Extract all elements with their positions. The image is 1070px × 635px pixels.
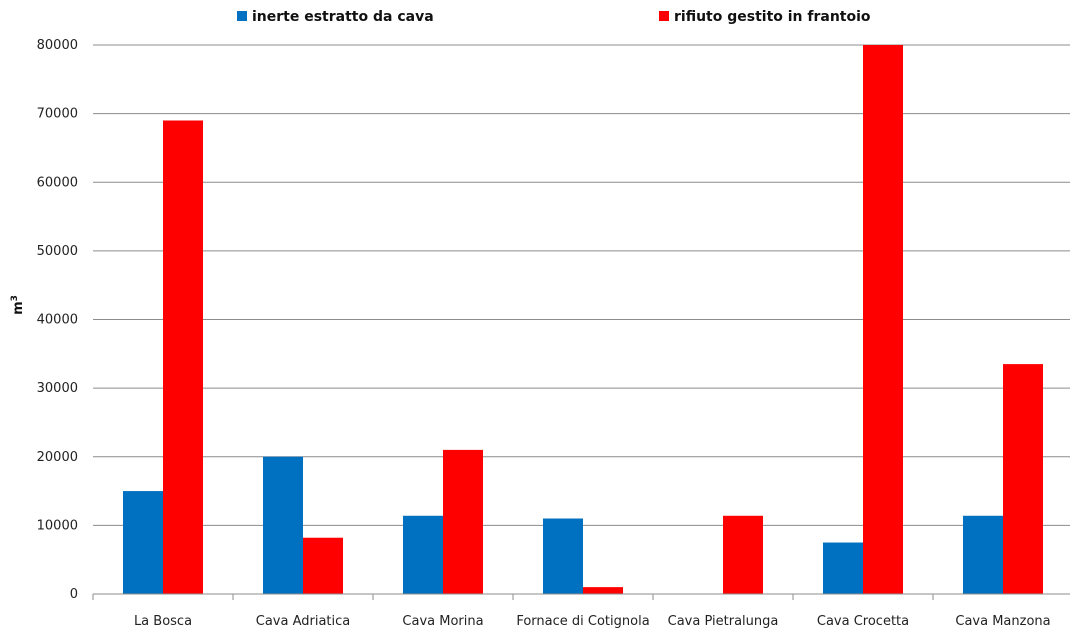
legend-swatch xyxy=(237,11,247,21)
y-tick-label: 70000 xyxy=(37,107,78,122)
bars xyxy=(123,45,1043,595)
y-tick-label: 0 xyxy=(70,587,78,602)
bar-rifiuto xyxy=(723,515,763,594)
x-axis: La Bosca Cava Adriatica Cava Morina Fornace… xyxy=(92,593,1070,629)
x-category-label: Cava Adriatica xyxy=(256,614,351,629)
x-category-label: La Bosca xyxy=(134,614,192,629)
y-tick-label: 20000 xyxy=(37,450,78,465)
y-tick-label: 60000 xyxy=(37,175,78,190)
x-category-label: Cava Manzona xyxy=(955,614,1050,629)
bar-inerte xyxy=(403,515,443,594)
bar-rifiuto xyxy=(1003,364,1043,594)
y-axis-ticks: 0 10000 20000 30000 40000 50000 60000 70000 8000… xyxy=(37,38,78,602)
y-tick-label: 50000 xyxy=(37,244,78,259)
bar-inerte xyxy=(543,518,583,594)
x-category-label: Cava Crocetta xyxy=(817,614,909,629)
gridlines xyxy=(93,44,1070,595)
bar-rifiuto xyxy=(303,537,343,594)
bar-rifiuto xyxy=(583,587,623,594)
x-category-label: Cava Pietralunga xyxy=(668,614,779,629)
legend-label: inerte estratto da cava xyxy=(252,9,434,25)
legend: inerte estratto da cava rifiuto gestito i… xyxy=(237,9,871,25)
legend-swatch xyxy=(659,11,669,21)
legend-label: rifiuto gestito in frantoio xyxy=(674,9,871,25)
y-axis-label: m3 xyxy=(10,295,26,315)
x-category-label: Fornace di Cotignola xyxy=(516,614,649,629)
y-tick-label: 30000 xyxy=(37,381,78,396)
bar-inerte xyxy=(263,456,303,594)
bar-rifiuto xyxy=(163,120,203,595)
bar-inerte xyxy=(123,491,163,594)
bar-inerte xyxy=(823,542,863,594)
x-category-label: Cava Morina xyxy=(402,614,483,629)
bar-rifiuto xyxy=(443,449,483,594)
y-tick-label: 10000 xyxy=(37,518,78,533)
bar-rifiuto xyxy=(863,45,903,594)
y-tick-label: 80000 xyxy=(37,38,78,53)
y-tick-label: 40000 xyxy=(37,313,78,328)
bar-inerte xyxy=(963,515,1003,594)
